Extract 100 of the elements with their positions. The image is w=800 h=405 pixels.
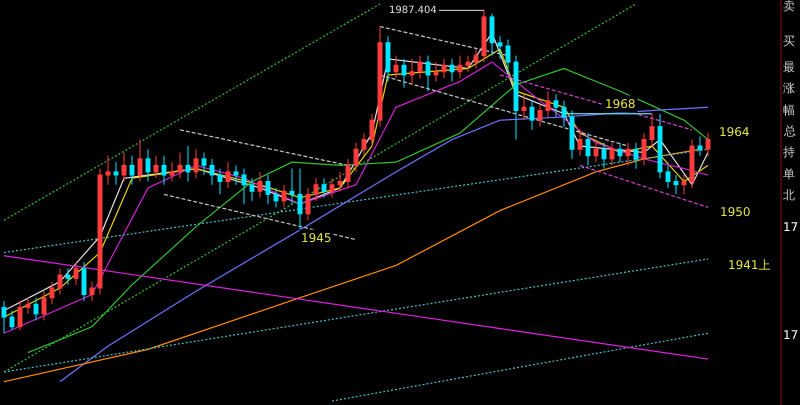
candlestick bbox=[26, 297, 30, 314]
candlestick bbox=[74, 262, 78, 286]
candlestick bbox=[162, 155, 166, 186]
candlestick bbox=[298, 168, 302, 230]
candlestick bbox=[194, 148, 198, 179]
annotation: 1968 bbox=[605, 97, 636, 111]
text: 1964 bbox=[719, 125, 750, 139]
text: 最 bbox=[783, 60, 795, 74]
text: 买 bbox=[783, 34, 795, 48]
candlestick bbox=[586, 132, 590, 166]
candlestick bbox=[602, 142, 606, 170]
candlestick bbox=[578, 129, 582, 156]
candlestick bbox=[410, 58, 414, 86]
candlestick bbox=[594, 139, 598, 163]
text: 1950 bbox=[720, 205, 751, 219]
candlestick bbox=[146, 148, 150, 182]
candlestick bbox=[322, 178, 326, 198]
candlestick bbox=[330, 178, 334, 198]
candlestick bbox=[42, 290, 46, 321]
candlestick bbox=[498, 36, 502, 60]
candlestick bbox=[474, 48, 478, 70]
candlestick bbox=[634, 142, 638, 170]
candlestick bbox=[282, 184, 286, 208]
candlestick bbox=[346, 158, 350, 188]
candlestick bbox=[226, 162, 230, 188]
candlestick bbox=[370, 113, 374, 147]
candlestick bbox=[546, 90, 550, 118]
candlestick bbox=[386, 36, 390, 82]
candlestick bbox=[690, 139, 694, 188]
candlestick bbox=[202, 152, 206, 176]
candlestick bbox=[426, 55, 430, 92]
candlestick bbox=[306, 187, 310, 221]
candlestick bbox=[666, 164, 670, 188]
candlestick bbox=[442, 58, 446, 79]
candlestick bbox=[522, 94, 526, 121]
candlestick bbox=[130, 155, 134, 186]
text: 总 bbox=[783, 124, 796, 138]
text: 单 bbox=[783, 167, 795, 181]
text: 17 bbox=[783, 328, 798, 342]
candlestick bbox=[290, 168, 294, 205]
candlestick bbox=[34, 297, 38, 321]
candlestick bbox=[490, 13, 494, 56]
candlestick bbox=[234, 164, 238, 186]
candlestick bbox=[138, 139, 142, 182]
text: 1941上 bbox=[728, 258, 771, 272]
candlestick bbox=[178, 152, 182, 179]
candlestick bbox=[514, 55, 518, 140]
candlestick bbox=[538, 104, 542, 128]
candlestick bbox=[66, 268, 70, 286]
candlestick bbox=[114, 162, 118, 186]
candlestick bbox=[122, 152, 126, 182]
candlestick bbox=[418, 55, 422, 79]
candlestick bbox=[706, 132, 710, 156]
candlestick bbox=[18, 300, 22, 331]
candlestick bbox=[554, 94, 558, 118]
candlestick bbox=[658, 113, 662, 179]
candlestick bbox=[90, 281, 94, 302]
text: 17 bbox=[783, 220, 798, 234]
candlestick bbox=[258, 171, 262, 198]
text: 北 bbox=[783, 188, 795, 202]
annotation: 1945 bbox=[301, 231, 332, 245]
candlestick bbox=[618, 142, 622, 163]
text: 幅 bbox=[783, 103, 795, 117]
candlestick bbox=[610, 142, 614, 166]
candlestick bbox=[274, 187, 278, 208]
candlestick bbox=[242, 168, 246, 205]
candlestick bbox=[530, 100, 534, 130]
annotation: 1987.404 bbox=[389, 5, 437, 16]
candlestick bbox=[50, 281, 54, 305]
candlestick bbox=[218, 168, 222, 195]
candlestick bbox=[378, 26, 382, 128]
candlestick bbox=[482, 10, 486, 63]
candlestick bbox=[458, 55, 462, 79]
candlestick bbox=[106, 155, 110, 186]
candlestick bbox=[450, 58, 454, 82]
candlestick bbox=[650, 113, 654, 147]
candlestick bbox=[10, 310, 14, 331]
candlestick bbox=[642, 132, 646, 166]
candlestick bbox=[466, 55, 470, 72]
candlestick bbox=[362, 132, 366, 156]
candlestick bbox=[98, 168, 102, 295]
text: 持 bbox=[783, 145, 795, 159]
candlestick bbox=[354, 142, 358, 172]
candlestick bbox=[170, 162, 174, 182]
candlestick bbox=[266, 174, 270, 205]
candlestick bbox=[402, 58, 406, 88]
candlestick bbox=[82, 262, 86, 302]
candlestick bbox=[250, 178, 254, 202]
candlestick bbox=[58, 268, 62, 295]
candlestick bbox=[570, 110, 574, 160]
candlestick bbox=[2, 300, 6, 334]
candlestick bbox=[562, 100, 566, 128]
text: 卖 bbox=[783, 0, 795, 13]
candlestick bbox=[674, 174, 678, 195]
candlestick bbox=[394, 55, 398, 79]
candlestick bbox=[186, 146, 190, 182]
candlestick bbox=[314, 178, 318, 202]
candlestick bbox=[434, 62, 438, 82]
candlestick bbox=[698, 136, 702, 156]
candlestick bbox=[154, 155, 158, 179]
